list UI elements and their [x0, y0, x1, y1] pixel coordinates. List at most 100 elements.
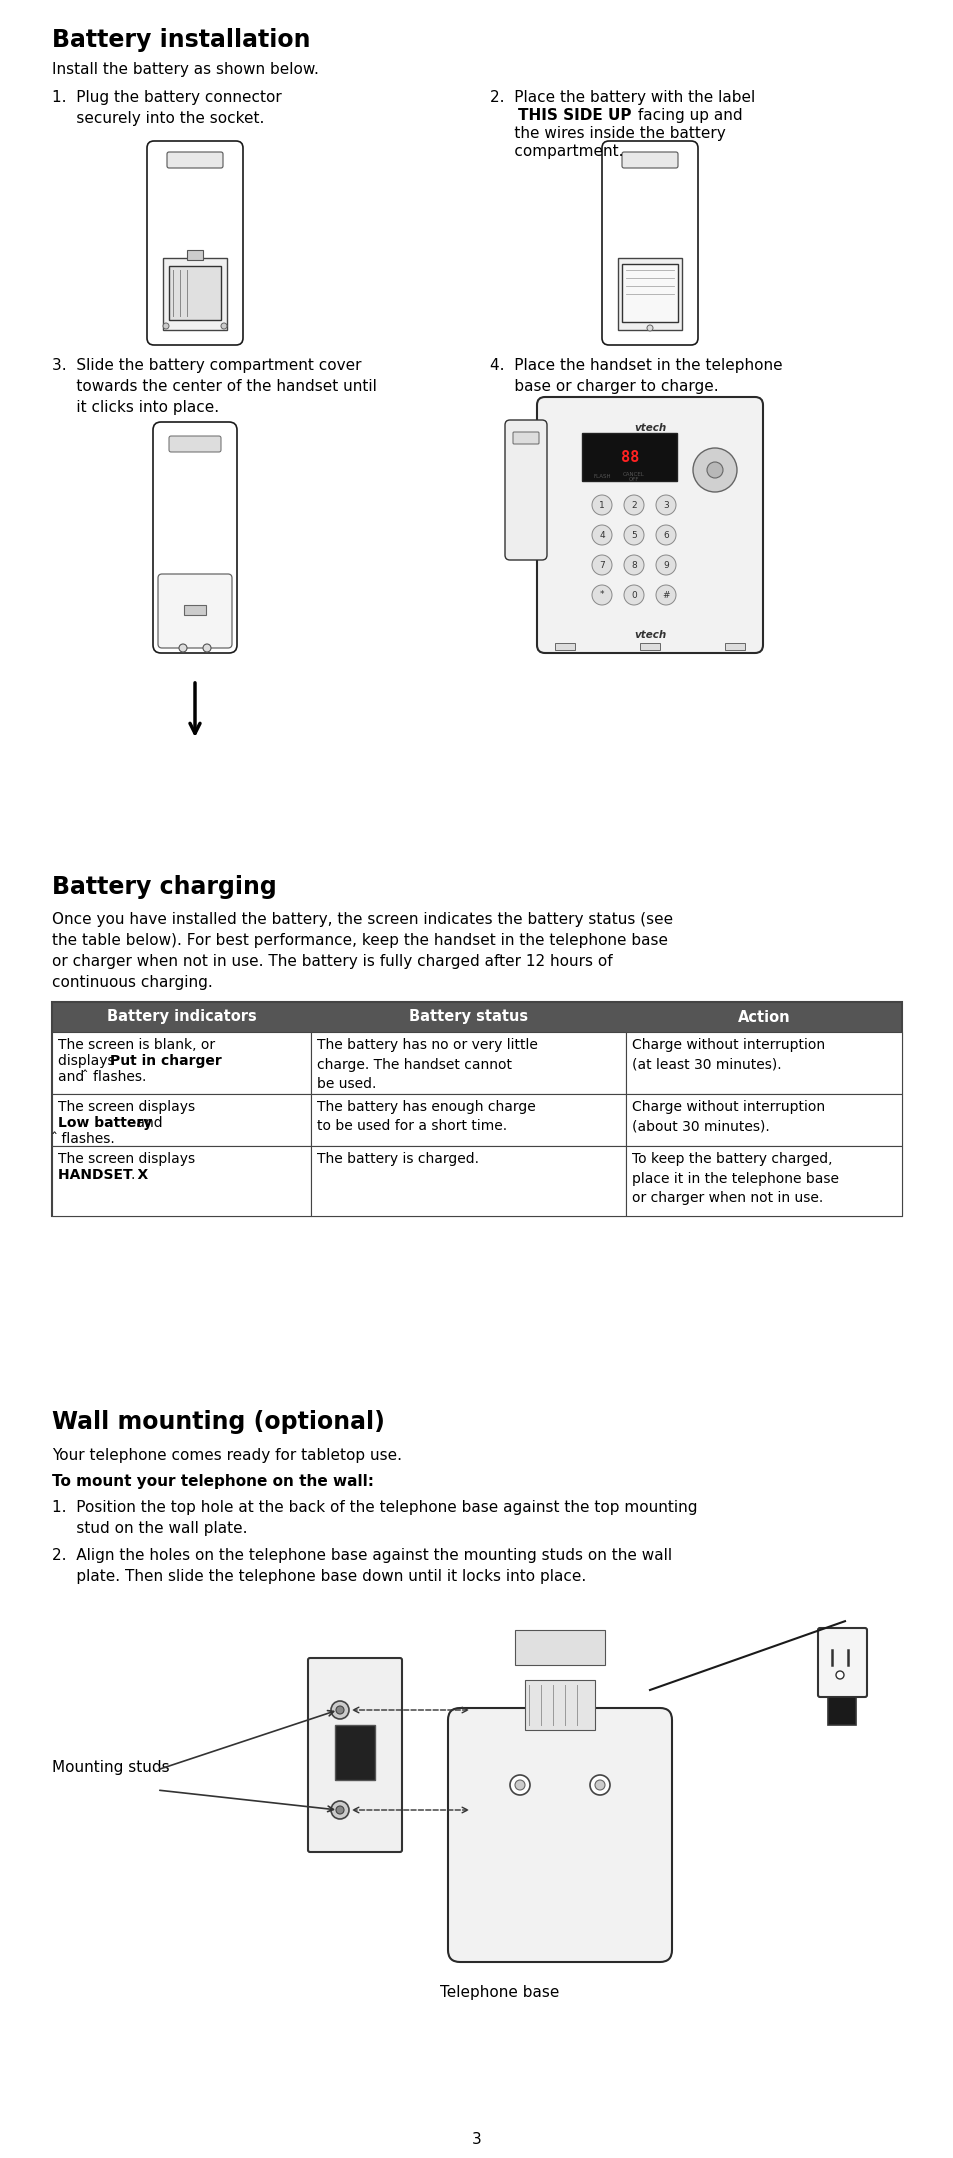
Bar	[724, 643, 744, 650]
FancyBboxPatch shape	[817, 1627, 866, 1696]
Circle shape	[163, 324, 169, 328]
Bar	[311, 1032, 625, 1094]
Text: Your telephone comes ready for tabletop use.: Your telephone comes ready for tabletop …	[52, 1448, 401, 1463]
Text: 5: 5	[631, 531, 637, 540]
Circle shape	[331, 1701, 349, 1720]
Circle shape	[203, 643, 211, 652]
Bar	[639, 643, 659, 650]
Circle shape	[835, 1670, 843, 1679]
Text: 3: 3	[472, 2132, 481, 2147]
Bar	[625, 1094, 901, 1146]
FancyBboxPatch shape	[167, 151, 223, 168]
Text: displays: displays	[58, 1053, 119, 1068]
Text: *: *	[599, 591, 603, 600]
Circle shape	[656, 585, 676, 604]
Bar	[311, 1001, 625, 1032]
Bar	[52, 1032, 311, 1094]
Text: To keep the battery charged,
place it in the telephone base
or charger when not : To keep the battery charged, place it in…	[631, 1152, 838, 1204]
Text: 2.  Align the holes on the telephone base against the mounting studs on the wall: 2. Align the holes on the telephone base…	[52, 1547, 672, 1584]
FancyBboxPatch shape	[147, 140, 243, 345]
Circle shape	[656, 494, 676, 516]
Circle shape	[646, 326, 652, 330]
Text: Action: Action	[737, 1010, 789, 1025]
Text: #: #	[661, 591, 669, 600]
Text: Telephone base: Telephone base	[440, 1985, 559, 2000]
Bar	[311, 1094, 625, 1146]
Text: 4.  Place the handset in the telephone
     base or charger to charge.: 4. Place the handset in the telephone ba…	[490, 358, 781, 395]
Bar	[52, 1001, 901, 1215]
Text: 8: 8	[631, 561, 637, 570]
Text: the wires inside the battery: the wires inside the battery	[490, 125, 725, 140]
Circle shape	[221, 324, 227, 328]
Circle shape	[592, 555, 612, 574]
Text: Charge without interruption
(at least 30 minutes).: Charge without interruption (at least 30…	[631, 1038, 824, 1073]
Text: Battery charging: Battery charging	[52, 874, 276, 900]
FancyBboxPatch shape	[537, 397, 762, 654]
Text: and ̂ flashes.: and ̂ flashes.	[58, 1070, 146, 1083]
Text: 3: 3	[662, 501, 668, 509]
FancyBboxPatch shape	[152, 423, 236, 654]
Text: Battery status: Battery status	[409, 1010, 528, 1025]
Text: Charge without interruption
(about 30 minutes).: Charge without interruption (about 30 mi…	[631, 1101, 824, 1133]
Text: THIS SIDE UP: THIS SIDE UP	[517, 108, 631, 123]
Text: 2.  Place the battery with the label: 2. Place the battery with the label	[490, 91, 755, 106]
Circle shape	[656, 555, 676, 574]
Bar	[184, 604, 206, 615]
Circle shape	[589, 1776, 609, 1795]
Text: The battery has enough charge
to be used for a short time.: The battery has enough charge to be used…	[317, 1101, 536, 1133]
Circle shape	[335, 1806, 344, 1815]
Text: FLASH: FLASH	[593, 475, 610, 479]
Circle shape	[179, 643, 187, 652]
Bar	[187, 250, 203, 259]
Circle shape	[623, 524, 643, 546]
Bar	[582, 434, 677, 481]
Text: 3.  Slide the battery compartment cover
     towards the center of the handset u: 3. Slide the battery compartment cover t…	[52, 358, 376, 414]
Text: Wall mounting (optional): Wall mounting (optional)	[52, 1409, 384, 1435]
Bar	[625, 1032, 901, 1094]
Text: Install the battery as shown below.: Install the battery as shown below.	[52, 63, 318, 78]
Text: Battery indicators: Battery indicators	[107, 1010, 256, 1025]
Bar	[625, 1001, 901, 1032]
Text: The screen displays: The screen displays	[58, 1101, 195, 1114]
Bar	[169, 265, 221, 319]
Text: 0: 0	[631, 591, 637, 600]
FancyBboxPatch shape	[448, 1707, 671, 1962]
Circle shape	[623, 585, 643, 604]
Text: 6: 6	[662, 531, 668, 540]
Text: .: .	[131, 1167, 135, 1183]
Text: 88: 88	[620, 449, 639, 464]
Text: vtech: vtech	[633, 630, 665, 641]
Text: HANDSET X: HANDSET X	[58, 1167, 148, 1183]
Circle shape	[510, 1776, 530, 1795]
FancyBboxPatch shape	[601, 140, 698, 345]
Text: 1: 1	[598, 501, 604, 509]
FancyBboxPatch shape	[169, 436, 221, 451]
Text: Once you have installed the battery, the screen indicates the battery status (se: Once you have installed the battery, the…	[52, 913, 673, 991]
Bar	[311, 1146, 625, 1215]
Circle shape	[692, 449, 737, 492]
Text: To mount your telephone on the wall:: To mount your telephone on the wall:	[52, 1474, 374, 1489]
Text: vtech: vtech	[633, 423, 665, 434]
FancyBboxPatch shape	[158, 574, 232, 647]
Bar	[515, 1629, 604, 1666]
Bar	[524, 1679, 595, 1731]
Bar	[335, 1724, 375, 1780]
Text: 4: 4	[598, 531, 604, 540]
FancyBboxPatch shape	[308, 1657, 401, 1852]
FancyBboxPatch shape	[513, 432, 538, 445]
Bar	[827, 1696, 855, 1724]
Text: 1.  Position the top hole at the back of the telephone base against the top moun: 1. Position the top hole at the back of …	[52, 1500, 697, 1536]
Circle shape	[331, 1802, 349, 1819]
Circle shape	[656, 524, 676, 546]
Text: 2: 2	[631, 501, 637, 509]
Text: facing up and: facing up and	[633, 108, 741, 123]
Text: ̂ flashes.: ̂ flashes.	[58, 1133, 115, 1146]
FancyBboxPatch shape	[504, 421, 546, 559]
Circle shape	[592, 585, 612, 604]
Text: The battery is charged.: The battery is charged.	[317, 1152, 478, 1165]
Circle shape	[623, 555, 643, 574]
Text: The screen is blank, or: The screen is blank, or	[58, 1038, 214, 1051]
Text: Low battery: Low battery	[58, 1116, 152, 1131]
Circle shape	[595, 1780, 604, 1789]
Bar	[52, 1146, 311, 1215]
